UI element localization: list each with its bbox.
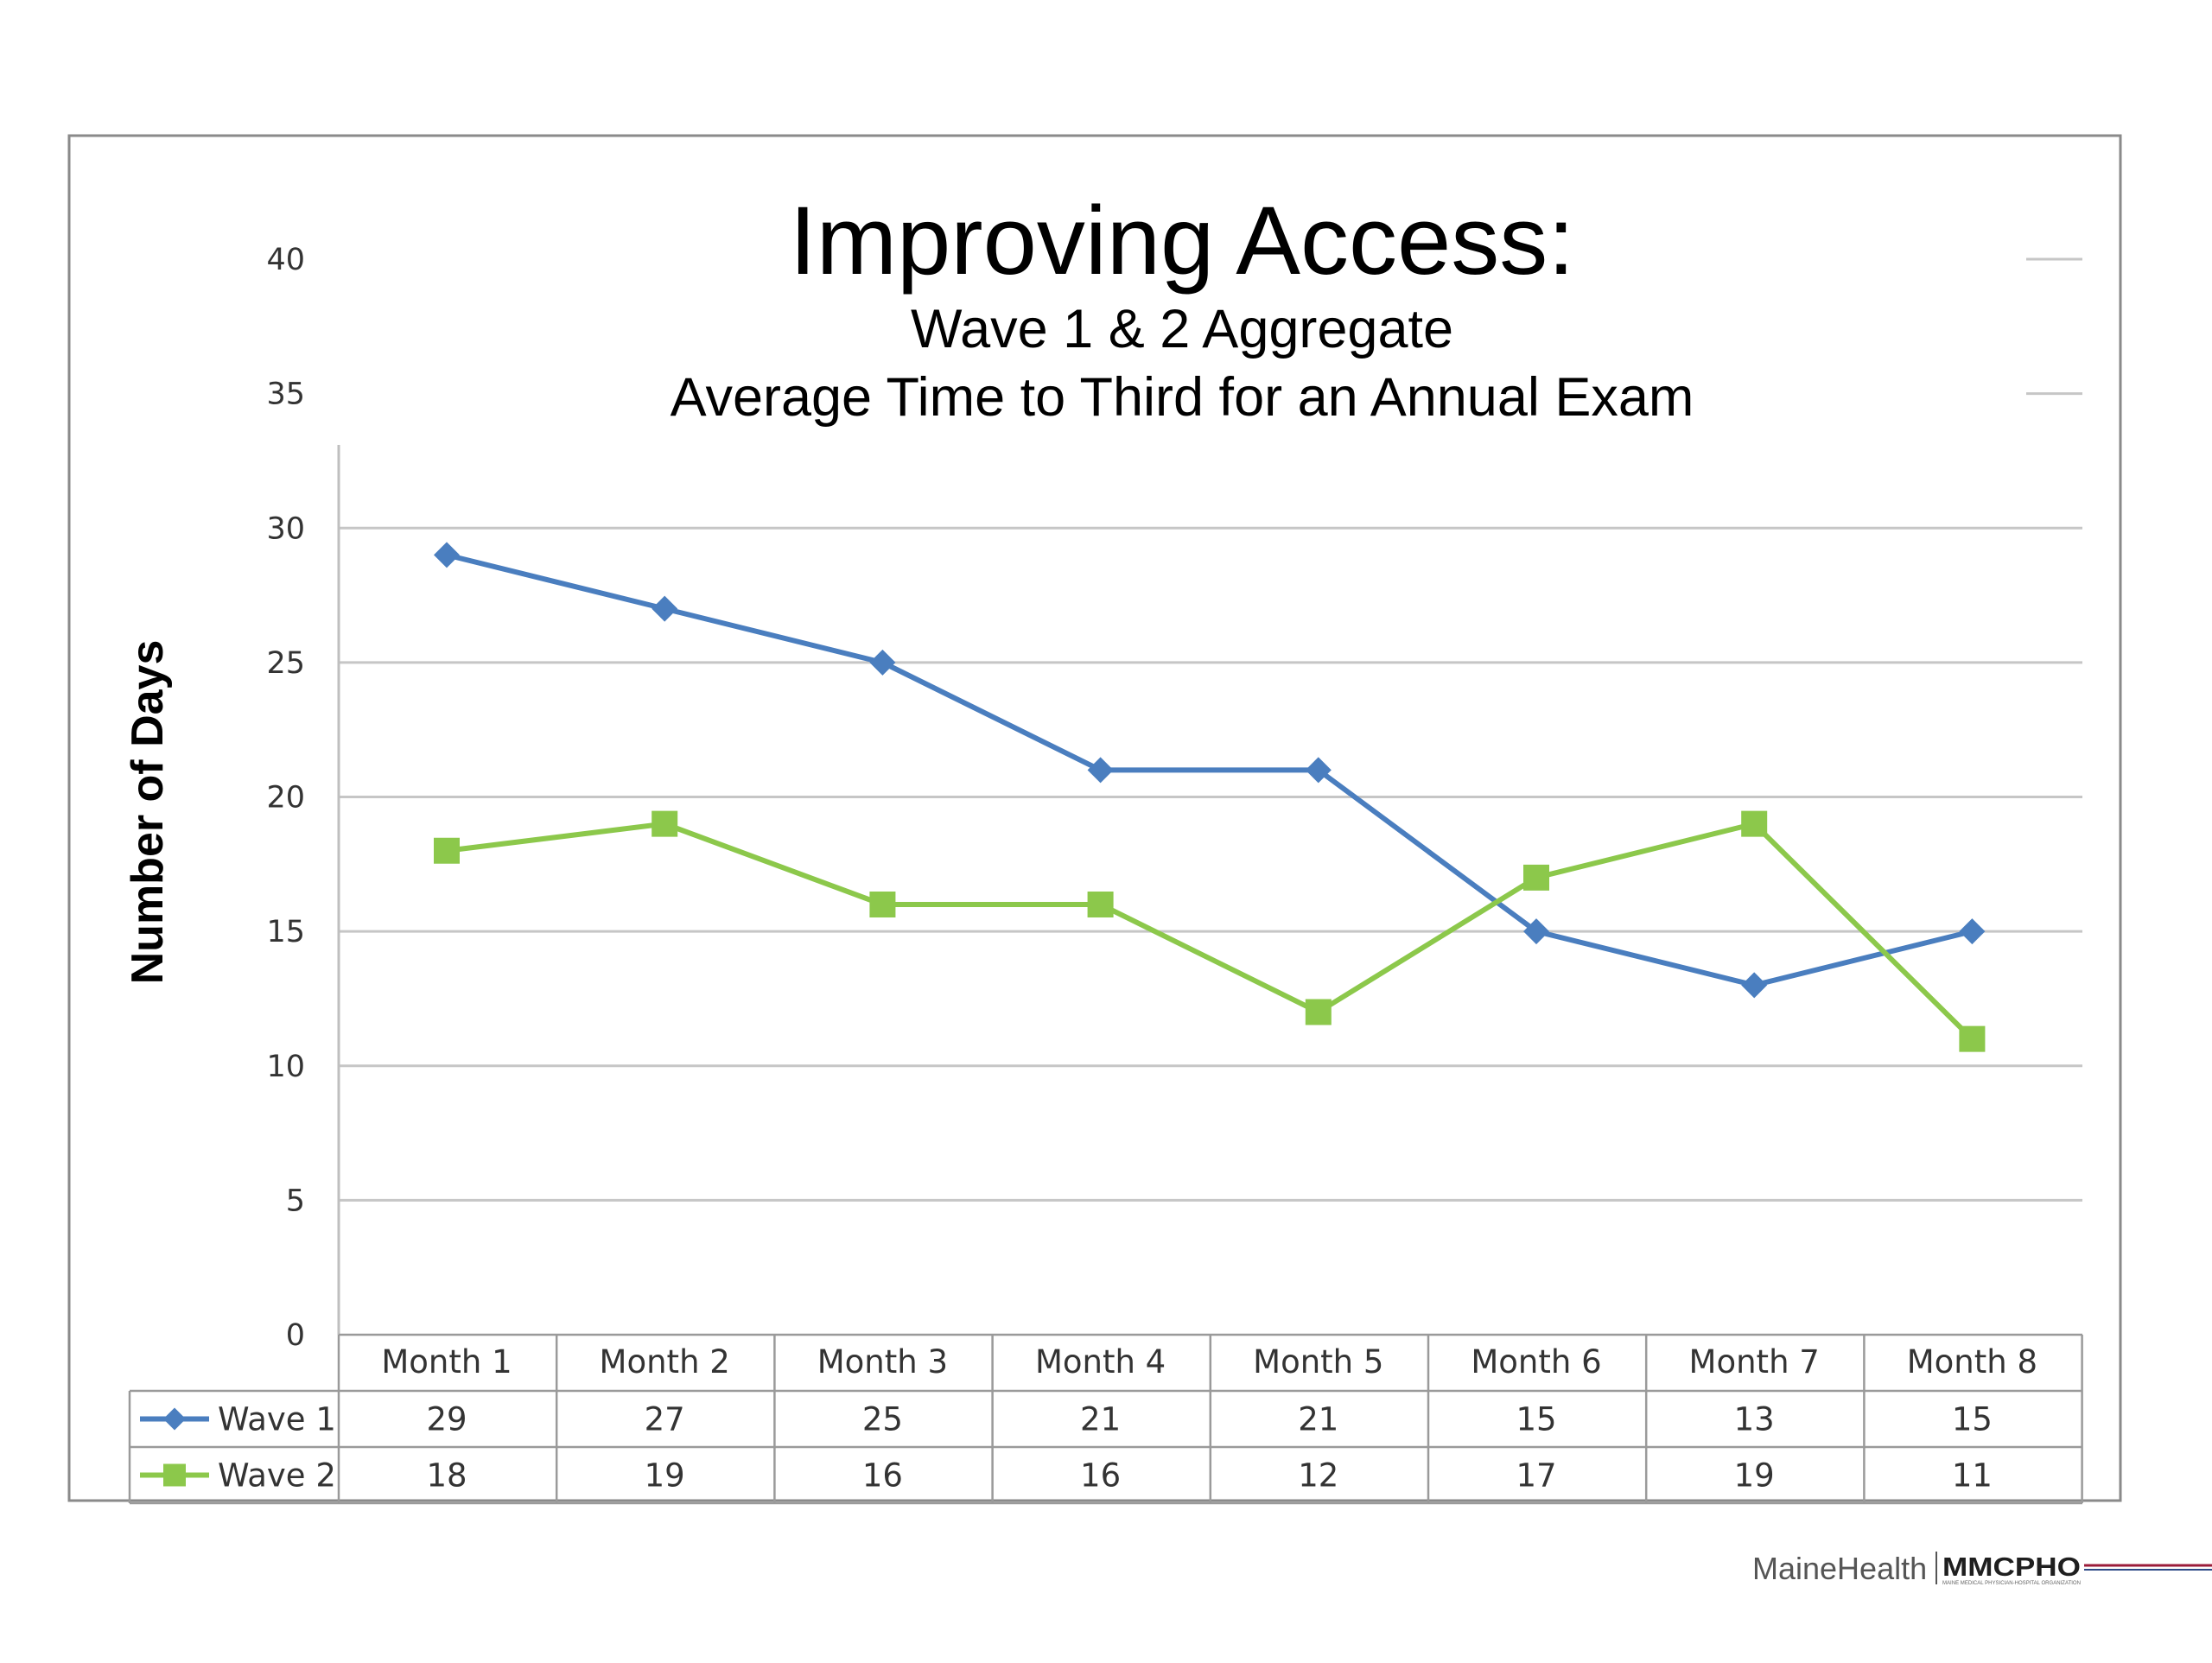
x-tick-label: Month 8 (1907, 1343, 2037, 1381)
data-label: 17 (1516, 1457, 1556, 1495)
legend-marker (163, 1463, 186, 1487)
data-point-wave1 (1959, 918, 1986, 945)
legend-entry: Wave 2 (218, 1457, 336, 1495)
data-point-wave1 (1741, 972, 1768, 999)
gridlines (339, 257, 2082, 1202)
y-tick-label: 40 (266, 243, 305, 277)
x-tick-label: Month 4 (1035, 1343, 1166, 1381)
chart-subtitle-2: Average Time to Third for an Annual Exam (671, 367, 1694, 428)
mmcpho-tagline: MAINE MEDICAL PHYSICIAN-HOSPITAL ORGANIZ… (1942, 1581, 2081, 1586)
footer-logos: MaineHealth MMCPHO MAINE MEDICAL PHYSICI… (1752, 1551, 2212, 1586)
data-label: 12 (1298, 1457, 1338, 1495)
data-point-wave2 (869, 892, 896, 917)
series-line-1 (446, 552, 1974, 988)
x-tick-label: Month 3 (817, 1343, 948, 1381)
chart-frame (67, 134, 2122, 1502)
x-tick-label: Month 2 (600, 1343, 730, 1381)
y-tick-label: 10 (266, 1050, 305, 1084)
y-tick-label: 30 (266, 511, 305, 546)
data-label: 16 (1080, 1457, 1121, 1495)
chart-subtitle-1: Wave 1 & 2 Aggregate (911, 299, 1453, 359)
data-point-wave1 (1305, 757, 1332, 784)
series-line-2 (446, 821, 1974, 1041)
y-tick-label: 35 (266, 378, 305, 412)
data-label: 16 (862, 1457, 903, 1495)
data-label: 27 (645, 1401, 685, 1438)
y-tick-label: 25 (266, 646, 305, 681)
data-point-wave2 (1305, 999, 1332, 1025)
data-label: 15 (1516, 1401, 1556, 1438)
x-tick-label: Month 5 (1253, 1343, 1383, 1381)
mainehealth-logo: MaineHealth (1752, 1551, 1927, 1586)
legend-entry: Wave 1 (218, 1401, 336, 1438)
data-label: 25 (862, 1401, 903, 1438)
y-tick-label: 20 (266, 781, 305, 816)
x-tick-label: Month 1 (381, 1343, 512, 1381)
y-tick-label: 0 (286, 1318, 305, 1353)
x-tick-label: Month 6 (1471, 1343, 1601, 1381)
y-tick-labels: 0 5 10 15 20 25 30 35 40 (266, 243, 305, 1353)
data-point-wave2 (1523, 864, 1549, 891)
data-point-wave1 (1087, 757, 1114, 784)
data-point-wave2 (652, 810, 678, 837)
y-tick-label: 15 (266, 915, 305, 949)
data-point-wave1 (1523, 918, 1549, 945)
data-table: Month 1 Month 2 Month 3 Month 4 Month 5 Month… (128, 1333, 2083, 1505)
data-label: 11 (1952, 1457, 1993, 1495)
data-label: 15 (1952, 1401, 1993, 1438)
data-point-wave1 (434, 542, 460, 568)
data-point-wave2 (1741, 810, 1768, 837)
data-label: 21 (1298, 1401, 1338, 1438)
y-tick-label: 5 (286, 1184, 305, 1218)
data-point-wave1 (652, 595, 678, 622)
data-label: 18 (426, 1457, 467, 1495)
series-lines (446, 552, 1974, 1041)
data-label: 19 (645, 1457, 685, 1495)
data-label: 29 (426, 1401, 467, 1438)
y-axis-label: Number of Days (123, 640, 173, 985)
data-label: 13 (1734, 1401, 1775, 1438)
data-label: 21 (1080, 1401, 1121, 1438)
series-markers (434, 542, 1986, 1052)
x-tick-label: Month 7 (1689, 1343, 1820, 1381)
legend-marker (163, 1407, 186, 1431)
chart-title: Improving Access: (790, 187, 1575, 295)
data-label: 19 (1734, 1457, 1775, 1495)
data-point-wave2 (1959, 1025, 1986, 1052)
mmcpho-logo: MMCPHO (1942, 1552, 2081, 1582)
data-point-wave2 (1087, 892, 1114, 917)
data-point-wave1 (869, 649, 896, 676)
data-point-wave2 (434, 837, 460, 864)
